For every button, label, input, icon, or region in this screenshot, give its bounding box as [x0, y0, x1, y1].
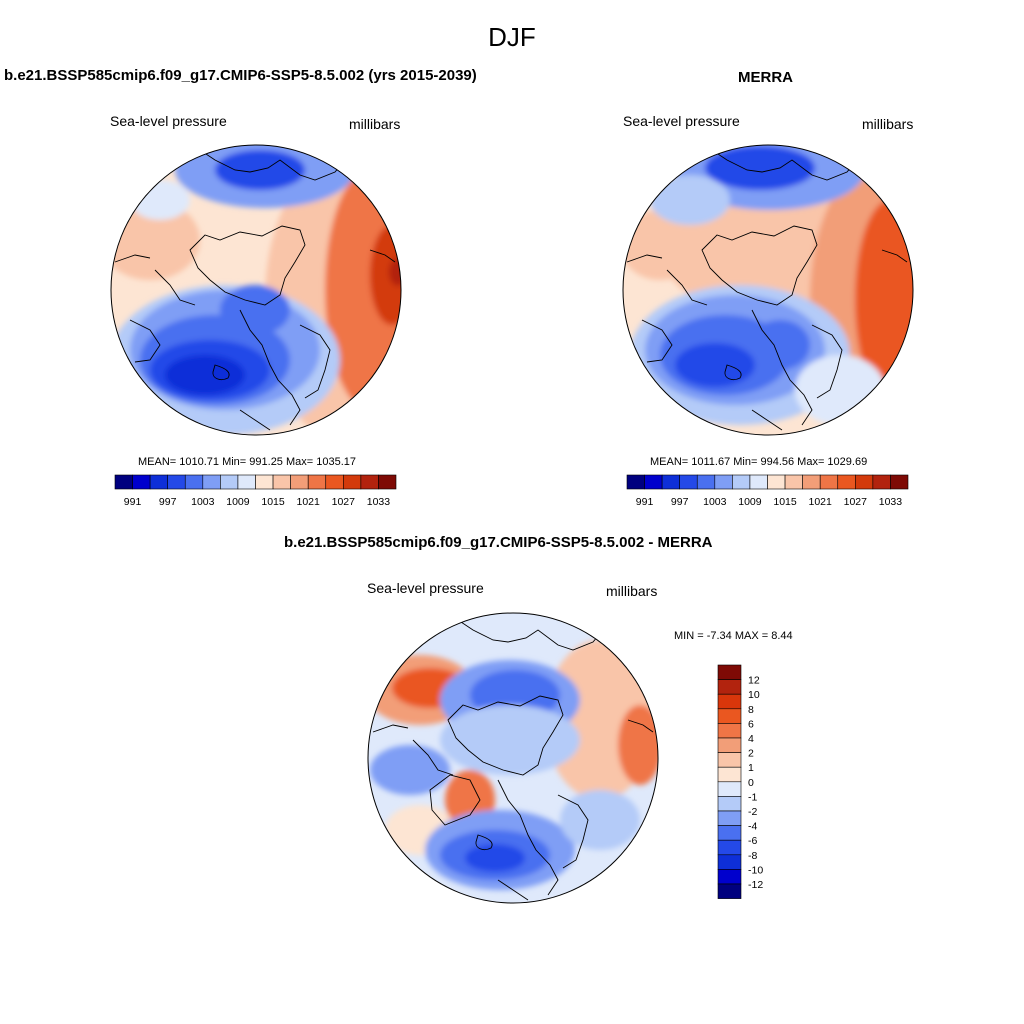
- panel-model-colorbar-swatch: [184, 474, 204, 490]
- panel-obs-colorbar-swatch: [749, 474, 768, 490]
- panel-obs-colorbar-tick-label: 997: [671, 496, 689, 508]
- panel-obs-colorbar-tick-label: 991: [636, 496, 654, 508]
- panel-model-colorbar-swatch: [149, 474, 168, 490]
- panel-diff-colorbar-swatch: [717, 766, 742, 783]
- panel-diff-colorbar-swatch: [717, 708, 742, 724]
- panel-model-colorbar-tick-label: 1009: [226, 496, 250, 508]
- panel-diff-colorbar-swatch: [717, 679, 742, 695]
- panel-obs-title: MERRA: [738, 69, 793, 86]
- panel-model-colorbar-tick-label: 1021: [297, 496, 321, 508]
- panel-obs-colorbar-swatch: [679, 474, 698, 490]
- panel-obs-colorbar-swatch: [696, 474, 716, 490]
- panel-diff-colorbar-tick-label: -10: [748, 864, 763, 876]
- panel-diff-colorbar-tick-label: 8: [748, 704, 754, 716]
- panel-diff-colorbar-swatch: [717, 723, 742, 739]
- panel-diff-colorbar-swatch: [717, 869, 742, 885]
- panel-model-colorbar-tick-label: 1015: [261, 496, 285, 508]
- panel-diff-colorbar-tick-label: 10: [748, 689, 760, 701]
- panel-model-colorbar-swatch: [343, 474, 362, 490]
- panel-diff-stats: MIN = -7.34 MAX = 8.44: [674, 630, 793, 642]
- panel-obs-colorbar-tick-label: 1015: [773, 496, 797, 508]
- panel-diff-colorbar-swatch: [717, 664, 742, 680]
- panel-diff-colorbar-swatch: [717, 752, 742, 768]
- panel-obs-colorbar-swatch: [644, 474, 663, 490]
- panel-diff-colorbar-tick-label: -8: [748, 850, 757, 862]
- panel-diff-colorbar-swatch: [717, 854, 742, 870]
- panel-diff-colorbar-tick-label: -2: [748, 806, 757, 818]
- panel-obs-colorbar-swatch: [732, 474, 751, 490]
- panel-obs-colorbar-swatch: [714, 474, 733, 490]
- panel-model-colorbar-swatch: [202, 474, 221, 490]
- panel-obs-colorbar-tick-label: 1021: [809, 496, 833, 508]
- panel-model-colorbar-swatch: [272, 474, 291, 490]
- panel-model-colorbar-swatch: [307, 474, 327, 490]
- panel-diff-colorbar-tick-label: 0: [748, 777, 754, 789]
- panel-model-colorbar-swatch: [325, 474, 344, 490]
- panel-model-colorbar-swatch: [132, 474, 151, 490]
- panel-model-colorbar-tick-label: 997: [159, 496, 177, 508]
- panel-model-stats: MEAN= 1010.71 Min= 991.25 Max= 1035.17: [138, 456, 357, 468]
- panel-diff-colorbar-tick-label: 4: [748, 733, 754, 745]
- panel-obs-colorbar-tick-label: 1009: [738, 496, 762, 508]
- panel-obs-colorbar-tick-label: 1033: [879, 496, 903, 508]
- panel-diff-colorbar-swatch: [717, 737, 742, 753]
- panel-obs-colorbar-swatch: [767, 474, 786, 490]
- panel-diff-colorbar-tick-label: -4: [748, 821, 757, 833]
- panel-model-title: b.e21.BSSP585cmip6.f09_g17.CMIP6-SSP5-8.…: [4, 67, 477, 84]
- panel-diff-colorbar-tick-label: -6: [748, 835, 757, 847]
- panel-model-colorbar-tick-label: 991: [124, 496, 142, 508]
- panel-diff-colorbar-swatch: [717, 810, 742, 826]
- panel-diff-colorbar-tick-label: 2: [748, 748, 754, 760]
- panel-obs-colorbar-tick-label: 1027: [844, 496, 868, 508]
- panel-model-colorbar-tick-label: 1003: [191, 496, 215, 508]
- panel-model-colorbar-tick-label: 1033: [367, 496, 391, 508]
- panel-obs-colorbar-swatch: [855, 474, 874, 490]
- panel-diff-colorbar-swatch: [717, 693, 742, 710]
- panel-obs-colorbar-swatch: [661, 474, 680, 490]
- panel-obs-stats: MEAN= 1011.67 Min= 994.56 Max= 1029.69: [650, 456, 868, 468]
- panel-obs-colorbar-swatch: [784, 474, 803, 490]
- panel-model-units-label: millibars: [349, 116, 401, 132]
- panel-diff-colorbar-swatch: [717, 883, 742, 899]
- panel-model-colorbar-swatch: [378, 474, 397, 490]
- panel-diff-units-label: millibars: [606, 583, 658, 599]
- panel-obs-variable-label: Sea-level pressure: [623, 113, 740, 129]
- panel-model-colorbar-swatch: [167, 474, 186, 490]
- panel-obs-colorbar-swatch: [890, 474, 909, 490]
- panel-model-colorbar: 991 997 1003 1009 1015 1021 1027 1033: [114, 474, 397, 508]
- panel-model-colorbar-tick-label: 1027: [332, 496, 356, 508]
- panel-model-colorbar-swatch: [290, 474, 309, 490]
- panel-diff-colorbar-tick-label: 12: [748, 675, 760, 687]
- panel-diff-title: b.e21.BSSP585cmip6.f09_g17.CMIP6-SSP5-8.…: [284, 534, 713, 551]
- panel-obs-colorbar-swatch: [626, 474, 645, 490]
- panel-diff-colorbar-tick-label: 1: [748, 762, 754, 774]
- panel-obs-colorbar-swatch: [819, 474, 839, 490]
- panel-model-colorbar-swatch: [360, 474, 379, 490]
- panel-obs-colorbar-tick-label: 1003: [703, 496, 727, 508]
- panel-diff-colorbar-tick-label: -12: [748, 879, 763, 891]
- panel-diff-colorbar-swatch: [717, 781, 742, 797]
- panel-obs-colorbar-swatch: [802, 474, 821, 490]
- panel-diff-colorbar-swatch: [717, 825, 742, 841]
- panel-diff-colorbar-swatch: [717, 796, 742, 812]
- panel-obs-units-label: millibars: [862, 116, 914, 132]
- panel-model-variable-label: Sea-level pressure: [110, 113, 227, 129]
- figure-title: DJF: [488, 22, 536, 52]
- panel-diff-colorbar-tick-label: 6: [748, 718, 754, 730]
- panel-obs-colorbar-swatch: [872, 474, 891, 490]
- panel-diff-variable-label: Sea-level pressure: [367, 580, 484, 596]
- panel-obs-colorbar-swatch: [837, 474, 856, 490]
- panel-diff-colorbar-swatch: [717, 839, 742, 856]
- panel-model-colorbar-swatch: [220, 474, 239, 490]
- panel-model-colorbar-swatch: [114, 474, 133, 490]
- panel-diff-colorbar-tick-label: -1: [748, 791, 757, 803]
- panel-model-colorbar-swatch: [255, 474, 274, 490]
- panel-obs-colorbar: 991 997 1003 1009 1015 1021 1027 1033: [626, 474, 909, 508]
- panel-model-colorbar-swatch: [237, 474, 256, 490]
